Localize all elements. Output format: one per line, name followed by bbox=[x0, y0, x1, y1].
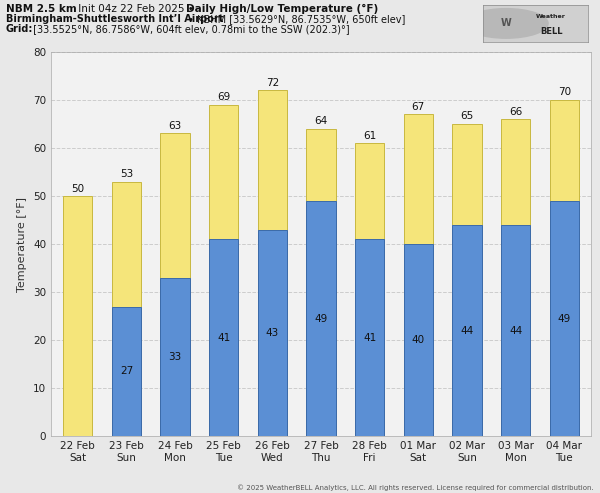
Text: 69: 69 bbox=[217, 92, 230, 102]
Text: 67: 67 bbox=[412, 102, 425, 112]
Bar bbox=[160, 134, 190, 436]
Bar bbox=[209, 239, 238, 436]
Text: 64: 64 bbox=[314, 116, 328, 126]
Bar bbox=[307, 129, 335, 436]
Text: 44: 44 bbox=[460, 325, 473, 336]
Bar bbox=[258, 90, 287, 436]
Text: 40: 40 bbox=[412, 335, 425, 345]
Text: 50: 50 bbox=[71, 183, 85, 194]
Text: 66: 66 bbox=[509, 106, 522, 117]
Text: 41: 41 bbox=[363, 333, 376, 343]
Bar bbox=[452, 225, 482, 436]
Text: Birmingham-Shuttlesworth Int’l Airport: Birmingham-Shuttlesworth Int’l Airport bbox=[6, 14, 223, 24]
Text: 41: 41 bbox=[217, 333, 230, 343]
Bar bbox=[501, 119, 530, 436]
Text: 33: 33 bbox=[169, 352, 182, 362]
Bar bbox=[112, 307, 141, 436]
Text: 70: 70 bbox=[557, 87, 571, 98]
Text: BELL: BELL bbox=[540, 27, 563, 36]
Text: 49: 49 bbox=[557, 314, 571, 323]
Text: [33.5525°N, 86.7586°W, 604ft elev, 0.78mi to the SSW (202.3)°]: [33.5525°N, 86.7586°W, 604ft elev, 0.78m… bbox=[30, 24, 350, 34]
Bar bbox=[63, 196, 92, 436]
Bar bbox=[355, 143, 384, 436]
Circle shape bbox=[464, 9, 548, 38]
Bar bbox=[160, 278, 190, 436]
Bar bbox=[307, 201, 335, 436]
Bar bbox=[112, 181, 141, 436]
Bar bbox=[404, 244, 433, 436]
Bar bbox=[550, 100, 579, 436]
Text: 49: 49 bbox=[314, 314, 328, 323]
Text: • KBHM [33.5629°N, 86.7535°W, 650ft elev]: • KBHM [33.5629°N, 86.7535°W, 650ft elev… bbox=[185, 14, 405, 24]
Text: W: W bbox=[501, 18, 511, 29]
Bar bbox=[550, 201, 579, 436]
Text: 43: 43 bbox=[266, 328, 279, 338]
Text: © 2025 WeatherBELL Analytics, LLC. All rights reserved. License required for com: © 2025 WeatherBELL Analytics, LLC. All r… bbox=[237, 484, 594, 491]
Text: Grid:: Grid: bbox=[6, 24, 34, 34]
Bar bbox=[355, 239, 384, 436]
Text: 65: 65 bbox=[460, 111, 473, 121]
Text: 44: 44 bbox=[509, 325, 522, 336]
Text: Weather: Weather bbox=[536, 14, 566, 19]
Text: 63: 63 bbox=[169, 121, 182, 131]
Text: Daily High/Low Temperature (°F): Daily High/Low Temperature (°F) bbox=[186, 4, 378, 14]
Y-axis label: Temperature [°F]: Temperature [°F] bbox=[17, 197, 28, 291]
Text: 27: 27 bbox=[120, 366, 133, 377]
Bar bbox=[258, 230, 287, 436]
Text: 61: 61 bbox=[363, 131, 376, 141]
Bar bbox=[209, 105, 238, 436]
Text: NBM 2.5 km: NBM 2.5 km bbox=[6, 4, 77, 14]
Text: Init 04z 22 Feb 2025 •: Init 04z 22 Feb 2025 • bbox=[75, 4, 197, 14]
Text: 53: 53 bbox=[120, 169, 133, 179]
Bar bbox=[404, 114, 433, 436]
Text: 72: 72 bbox=[266, 78, 279, 88]
Bar bbox=[452, 124, 482, 436]
Bar bbox=[501, 225, 530, 436]
